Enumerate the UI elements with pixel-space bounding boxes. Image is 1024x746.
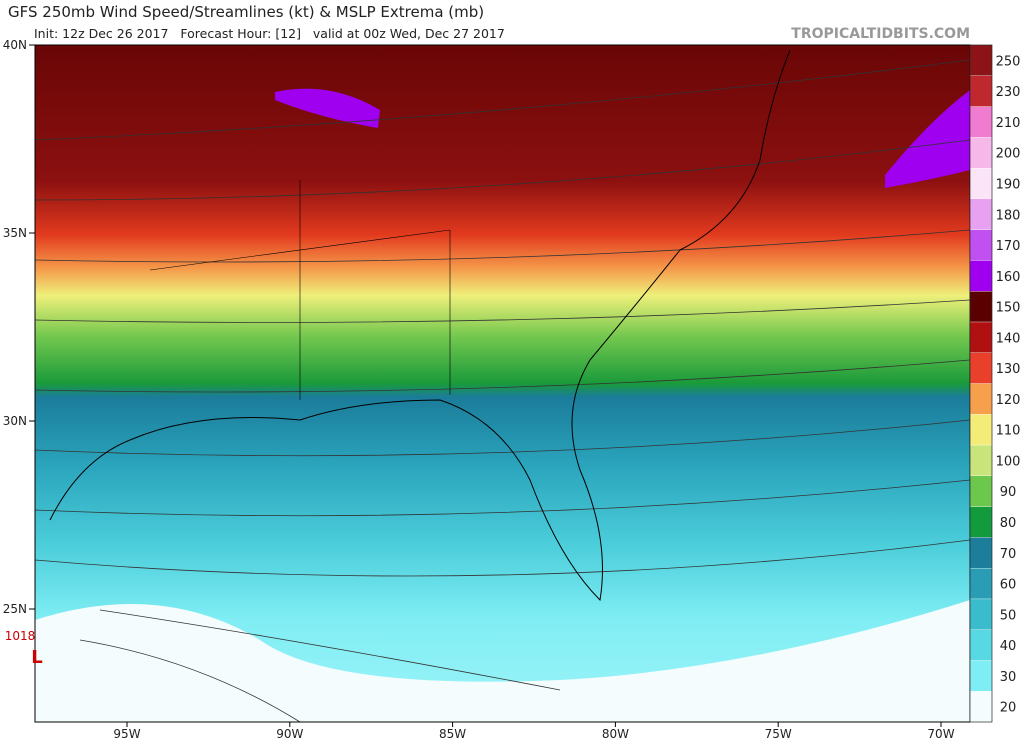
colorbar-swatch (969, 506, 993, 538)
colorbar-swatch (969, 444, 993, 476)
colorbar-swatch (969, 629, 993, 661)
jet-max (885, 90, 970, 188)
colorbar-swatch (969, 198, 993, 230)
colorbar-swatch (969, 167, 993, 200)
colorbar-label: 60 (1000, 578, 1017, 593)
colorbar-swatch (969, 260, 993, 292)
lat-label: 40N (3, 38, 27, 52)
colorbar-label: 90 (1000, 485, 1017, 500)
colorbar-label: 120 (996, 393, 1021, 408)
streamlines (34, 59, 971, 723)
coastlines (49, 49, 791, 602)
colorbar-label: 130 (996, 362, 1021, 377)
colorbar-label: 230 (996, 85, 1021, 100)
watermark: TROPICALTIDBITS.COM (791, 26, 970, 42)
colorbar-swatch (969, 567, 993, 600)
colorbar-swatch (969, 75, 993, 107)
colorbar-swatch (969, 44, 993, 76)
lat-label: 35N (3, 226, 27, 240)
map (34, 44, 971, 723)
wind-field (35, 45, 970, 722)
lon-label: 80W (602, 727, 629, 741)
colorbar-swatch (969, 106, 993, 138)
colorbar-label: 210 (996, 116, 1021, 131)
colorbar-label: 30 (1000, 670, 1017, 685)
colorbar-label: 40 (1000, 639, 1017, 654)
low-symbol: L (31, 647, 42, 668)
lon-label: 95W (113, 727, 140, 741)
lon-label: 75W (765, 727, 792, 741)
lat-label: 30N (3, 414, 27, 428)
colorbar-frame (969, 44, 993, 723)
lon-label: 90W (276, 727, 303, 741)
subtitle: Init: 12z Dec 26 2017 Forecast Hour: [12… (34, 26, 505, 41)
colorbar-label: 100 (996, 454, 1021, 469)
colorbar-swatch (969, 321, 993, 353)
colorbar-swatch (969, 660, 993, 692)
colorbar-swatch (969, 352, 993, 384)
colorbar-swatch (969, 537, 993, 569)
colorbar-label: 200 (996, 147, 1021, 162)
colorbar-label: 140 (996, 331, 1021, 346)
colorbar-label: 180 (996, 208, 1021, 223)
colorbar-label: 70 (1000, 547, 1017, 562)
colorbar-swatch (969, 414, 993, 446)
colorbar-label: 190 (996, 177, 1021, 192)
colorbar-label: 250 (996, 54, 1021, 69)
colorbar-swatch (969, 137, 993, 169)
colorbar-swatch (969, 691, 993, 723)
colorbar-swatch (969, 475, 993, 507)
colorbar-label: 80 (1000, 516, 1017, 531)
jet-max (275, 88, 380, 128)
colorbar-label: 170 (996, 239, 1021, 254)
title: GFS 250mb Wind Speed/Streamlines (kt) & … (8, 3, 484, 21)
lon-label: 70W (927, 727, 954, 741)
colorbar-label: 110 (996, 424, 1021, 439)
colorbar-label: 50 (1000, 608, 1017, 623)
colorbar-label: 20 (1000, 701, 1017, 716)
colorbar-swatch (969, 291, 993, 323)
colorbar-label: 160 (996, 270, 1021, 285)
calm-area (35, 600, 970, 722)
lat-label: 25N (3, 602, 27, 616)
colorbar-swatch (969, 229, 993, 261)
colorbar-label: 150 (996, 301, 1021, 316)
colorbar-swatch (969, 598, 993, 630)
pressure-value: 1018 (5, 629, 36, 643)
lon-label: 85W (439, 727, 466, 741)
colorbar-swatch (969, 383, 993, 415)
